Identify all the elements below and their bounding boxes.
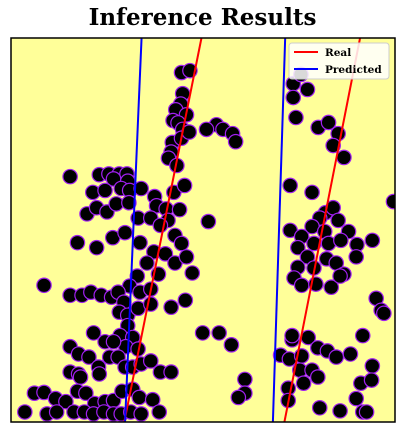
data-point (131, 389, 148, 406)
data-point (237, 371, 253, 388)
data-point (200, 213, 217, 230)
data-point (227, 133, 244, 150)
data-point (223, 337, 240, 353)
data-point (285, 89, 302, 106)
data-point (330, 212, 346, 229)
data-point (376, 305, 392, 322)
data-point (323, 279, 340, 296)
data-point (364, 232, 381, 249)
data-point (105, 333, 122, 350)
data-point (304, 184, 320, 201)
legend-label-predicted: Predicted (325, 64, 382, 76)
data-point (336, 149, 352, 166)
data-point (85, 325, 102, 341)
legend: Real Predicted (288, 42, 390, 80)
data-point (72, 369, 89, 385)
data-point (151, 404, 168, 420)
data-point (178, 249, 195, 265)
data-point (62, 168, 78, 185)
data-point (299, 81, 316, 98)
data-point (139, 255, 155, 271)
data-point (295, 375, 312, 392)
real-line (283, 38, 362, 422)
data-point (184, 265, 201, 281)
legend-label-real: Real (325, 47, 351, 59)
data-point (311, 399, 328, 416)
data-point (358, 404, 375, 420)
data-point (171, 201, 188, 218)
data-point (78, 385, 94, 401)
data-point (348, 390, 365, 407)
lines-layer (123, 38, 362, 422)
data-point (176, 177, 193, 194)
data-point (97, 182, 113, 199)
data-point (320, 114, 337, 131)
real-line (123, 38, 203, 422)
data-point (364, 358, 381, 374)
data-point (58, 393, 74, 410)
data-point (81, 349, 97, 365)
data-point (354, 327, 371, 344)
data-point (36, 277, 52, 294)
data-point (177, 292, 194, 309)
data-point (363, 372, 380, 388)
data-point (88, 239, 105, 256)
data-point (290, 239, 306, 256)
data-point (332, 403, 348, 419)
data-point (198, 121, 215, 138)
data-point (133, 180, 149, 197)
data-point (348, 249, 365, 265)
predicted-line (271, 38, 287, 422)
data-point (91, 366, 108, 382)
data-point (142, 296, 159, 312)
data-point (144, 391, 161, 408)
data-point (142, 353, 159, 369)
data-point (284, 327, 300, 344)
data-point (328, 349, 345, 365)
data-point (325, 137, 341, 154)
data-point (288, 109, 304, 126)
data-point (282, 177, 298, 194)
data-point (342, 346, 359, 362)
data-point (17, 404, 33, 420)
data-point (230, 389, 247, 406)
data-point (48, 404, 65, 420)
data-point (133, 406, 149, 422)
data-point (332, 268, 348, 284)
data-point (333, 232, 349, 249)
predicted-line (124, 38, 143, 422)
data-point (121, 194, 137, 211)
data-point (385, 193, 395, 210)
data-point (293, 277, 310, 294)
data-point (173, 235, 190, 252)
plot-frame (10, 37, 396, 423)
data-point (69, 234, 86, 251)
data-point (163, 364, 179, 380)
data-point (310, 369, 326, 385)
data-point (117, 224, 133, 241)
data-point (132, 234, 148, 251)
data-point (163, 299, 179, 315)
data-point (211, 325, 227, 341)
chart-title: Inference Results (88, 4, 317, 31)
data-point (194, 325, 211, 341)
